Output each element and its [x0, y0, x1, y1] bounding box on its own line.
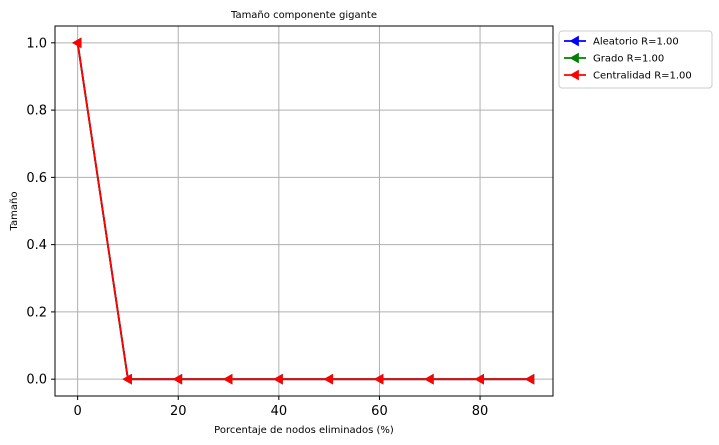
legend-label: Aleatorio R=1.00: [593, 37, 679, 48]
legend-item: Aleatorio R=1.00: [564, 35, 679, 48]
x-axis-label: Porcentaje de nodos eliminados (%): [214, 425, 394, 436]
legend-label: Grado R=1.00: [593, 54, 664, 65]
chart-title: Tamaño componente gigante: [230, 10, 377, 21]
y-tick-label: 0.2: [26, 305, 47, 320]
y-tick-label: 0.0: [26, 373, 47, 388]
series-3: [72, 37, 535, 385]
series-1: [72, 37, 535, 385]
y-axis-label: Tamaño: [9, 192, 20, 232]
data-point: [72, 37, 82, 49]
series-2: [72, 37, 535, 385]
y-tick-label: 1.0: [26, 36, 47, 51]
y-tick-label: 0.6: [26, 171, 47, 186]
x-tick-label: 80: [472, 404, 489, 419]
data-point: [474, 373, 484, 385]
data-point: [223, 373, 233, 385]
series-line: [76, 42, 531, 381]
data-point: [373, 373, 384, 385]
series-line: [76, 42, 531, 381]
series-layer: [72, 37, 535, 385]
x-tick-label: 40: [271, 404, 288, 419]
data-point: [273, 373, 283, 385]
data-point: [424, 373, 434, 385]
data-point: [122, 373, 132, 385]
legend-box: [558, 30, 713, 89]
legend-item: Grado R=1.00: [564, 52, 664, 65]
legend-marker: [569, 52, 579, 64]
plot-frame: [54, 25, 554, 397]
data-point: [172, 373, 183, 385]
legend: Aleatorio R=1.00 Grado R=1.00 Centralidad …: [558, 30, 713, 89]
x-axis-ticks: 0 20 40 60 80: [73, 396, 488, 419]
x-tick-label: 0: [73, 404, 81, 419]
y-tick-label: 0.4: [26, 238, 47, 253]
x-tick-label: 20: [170, 404, 187, 419]
legend-marker: [569, 35, 579, 47]
legend-label: Centralidad R=1.00: [593, 71, 692, 82]
y-axis-ticks: 0.0 0.2 0.4 0.6 0.8 1.0: [26, 36, 55, 388]
grid: [55, 26, 553, 396]
x-tick-label: 60: [371, 404, 388, 419]
legend-marker: [569, 69, 579, 81]
data-point: [524, 373, 535, 385]
series-line: [76, 42, 531, 381]
legend-item: Centralidad R=1.00: [564, 69, 692, 82]
y-tick-label: 0.8: [26, 104, 47, 119]
data-point: [323, 373, 334, 385]
